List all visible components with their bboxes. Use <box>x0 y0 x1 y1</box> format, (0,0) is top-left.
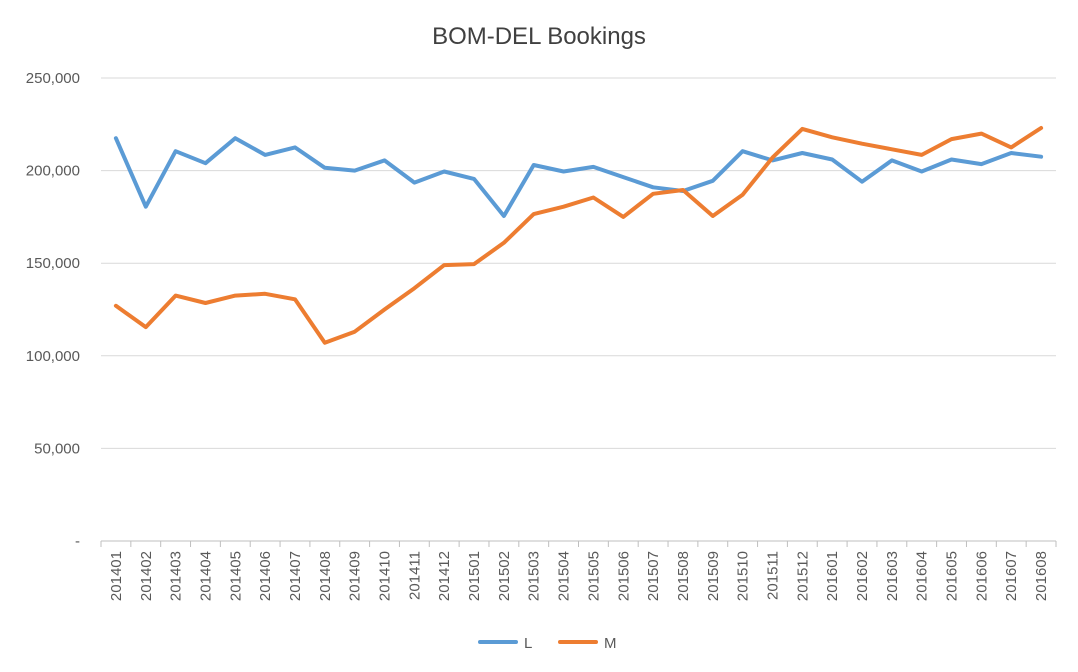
x-tick-label: 201502 <box>496 551 513 601</box>
x-tick-label: 201403 <box>168 551 185 601</box>
x-tick-label: 201505 <box>585 551 602 601</box>
y-axis-tick-labels: - 50,000 100,000 150,000 200,000 250,000 <box>26 70 80 550</box>
y-tick-label: 250,000 <box>26 70 80 87</box>
x-tick-label: 201401 <box>108 551 125 601</box>
x-tick-label: 201408 <box>317 551 334 601</box>
chart-title: BOM-DEL Bookings <box>432 23 646 50</box>
x-tick-label: 201407 <box>287 551 304 601</box>
x-tick-label: 201509 <box>705 551 722 601</box>
legend-label-m: M <box>604 635 617 652</box>
y-tick-label: 50,000 <box>34 440 80 457</box>
y-tick-label: 150,000 <box>26 255 80 272</box>
legend-label-l: L <box>524 635 532 652</box>
x-tick-label: 201405 <box>227 551 244 601</box>
x-tick-label: 201506 <box>615 551 632 601</box>
x-tick-label: 201410 <box>377 551 394 601</box>
x-tick-label: 201605 <box>944 551 961 601</box>
x-tick-label: 201508 <box>675 551 692 601</box>
x-tick-label: 201409 <box>347 551 364 601</box>
x-tick-label: 201601 <box>824 551 841 601</box>
x-axis <box>100 540 1057 547</box>
x-tick-label: 201504 <box>556 551 573 601</box>
x-tick-label: 201507 <box>645 551 662 601</box>
y-tick-label: 100,000 <box>26 348 80 365</box>
x-tick-label: 201406 <box>257 551 274 601</box>
x-tick-label: 201607 <box>1003 551 1020 601</box>
x-tick-label: 201608 <box>1033 551 1050 601</box>
x-tick-label: 201604 <box>914 551 931 601</box>
series-line-m <box>113 126 1044 345</box>
series-lines <box>113 126 1044 345</box>
x-axis-tick-labels: 201401 201402 201403 201404 201405 201406 2014… <box>108 551 1050 601</box>
x-tick-label: 201511 <box>764 551 781 600</box>
x-tick-label: 201412 <box>436 551 453 601</box>
x-tick-label: 201503 <box>526 551 543 601</box>
x-tick-label: 201402 <box>138 551 155 601</box>
x-tick-label: 201602 <box>854 551 871 601</box>
x-tick-label: 201501 <box>466 551 483 601</box>
gridlines <box>101 77 1056 449</box>
series-line-l <box>113 136 1044 218</box>
x-tick-label: 201512 <box>794 551 811 601</box>
x-tick-label: 201404 <box>197 551 214 601</box>
x-tick-label: 201411 <box>406 551 423 600</box>
y-tick-label: - <box>75 533 80 550</box>
x-tick-label: 201606 <box>973 551 990 601</box>
x-tick-label: 201603 <box>884 551 901 601</box>
y-tick-label: 200,000 <box>26 163 80 180</box>
x-tick-label: 201510 <box>735 551 752 601</box>
